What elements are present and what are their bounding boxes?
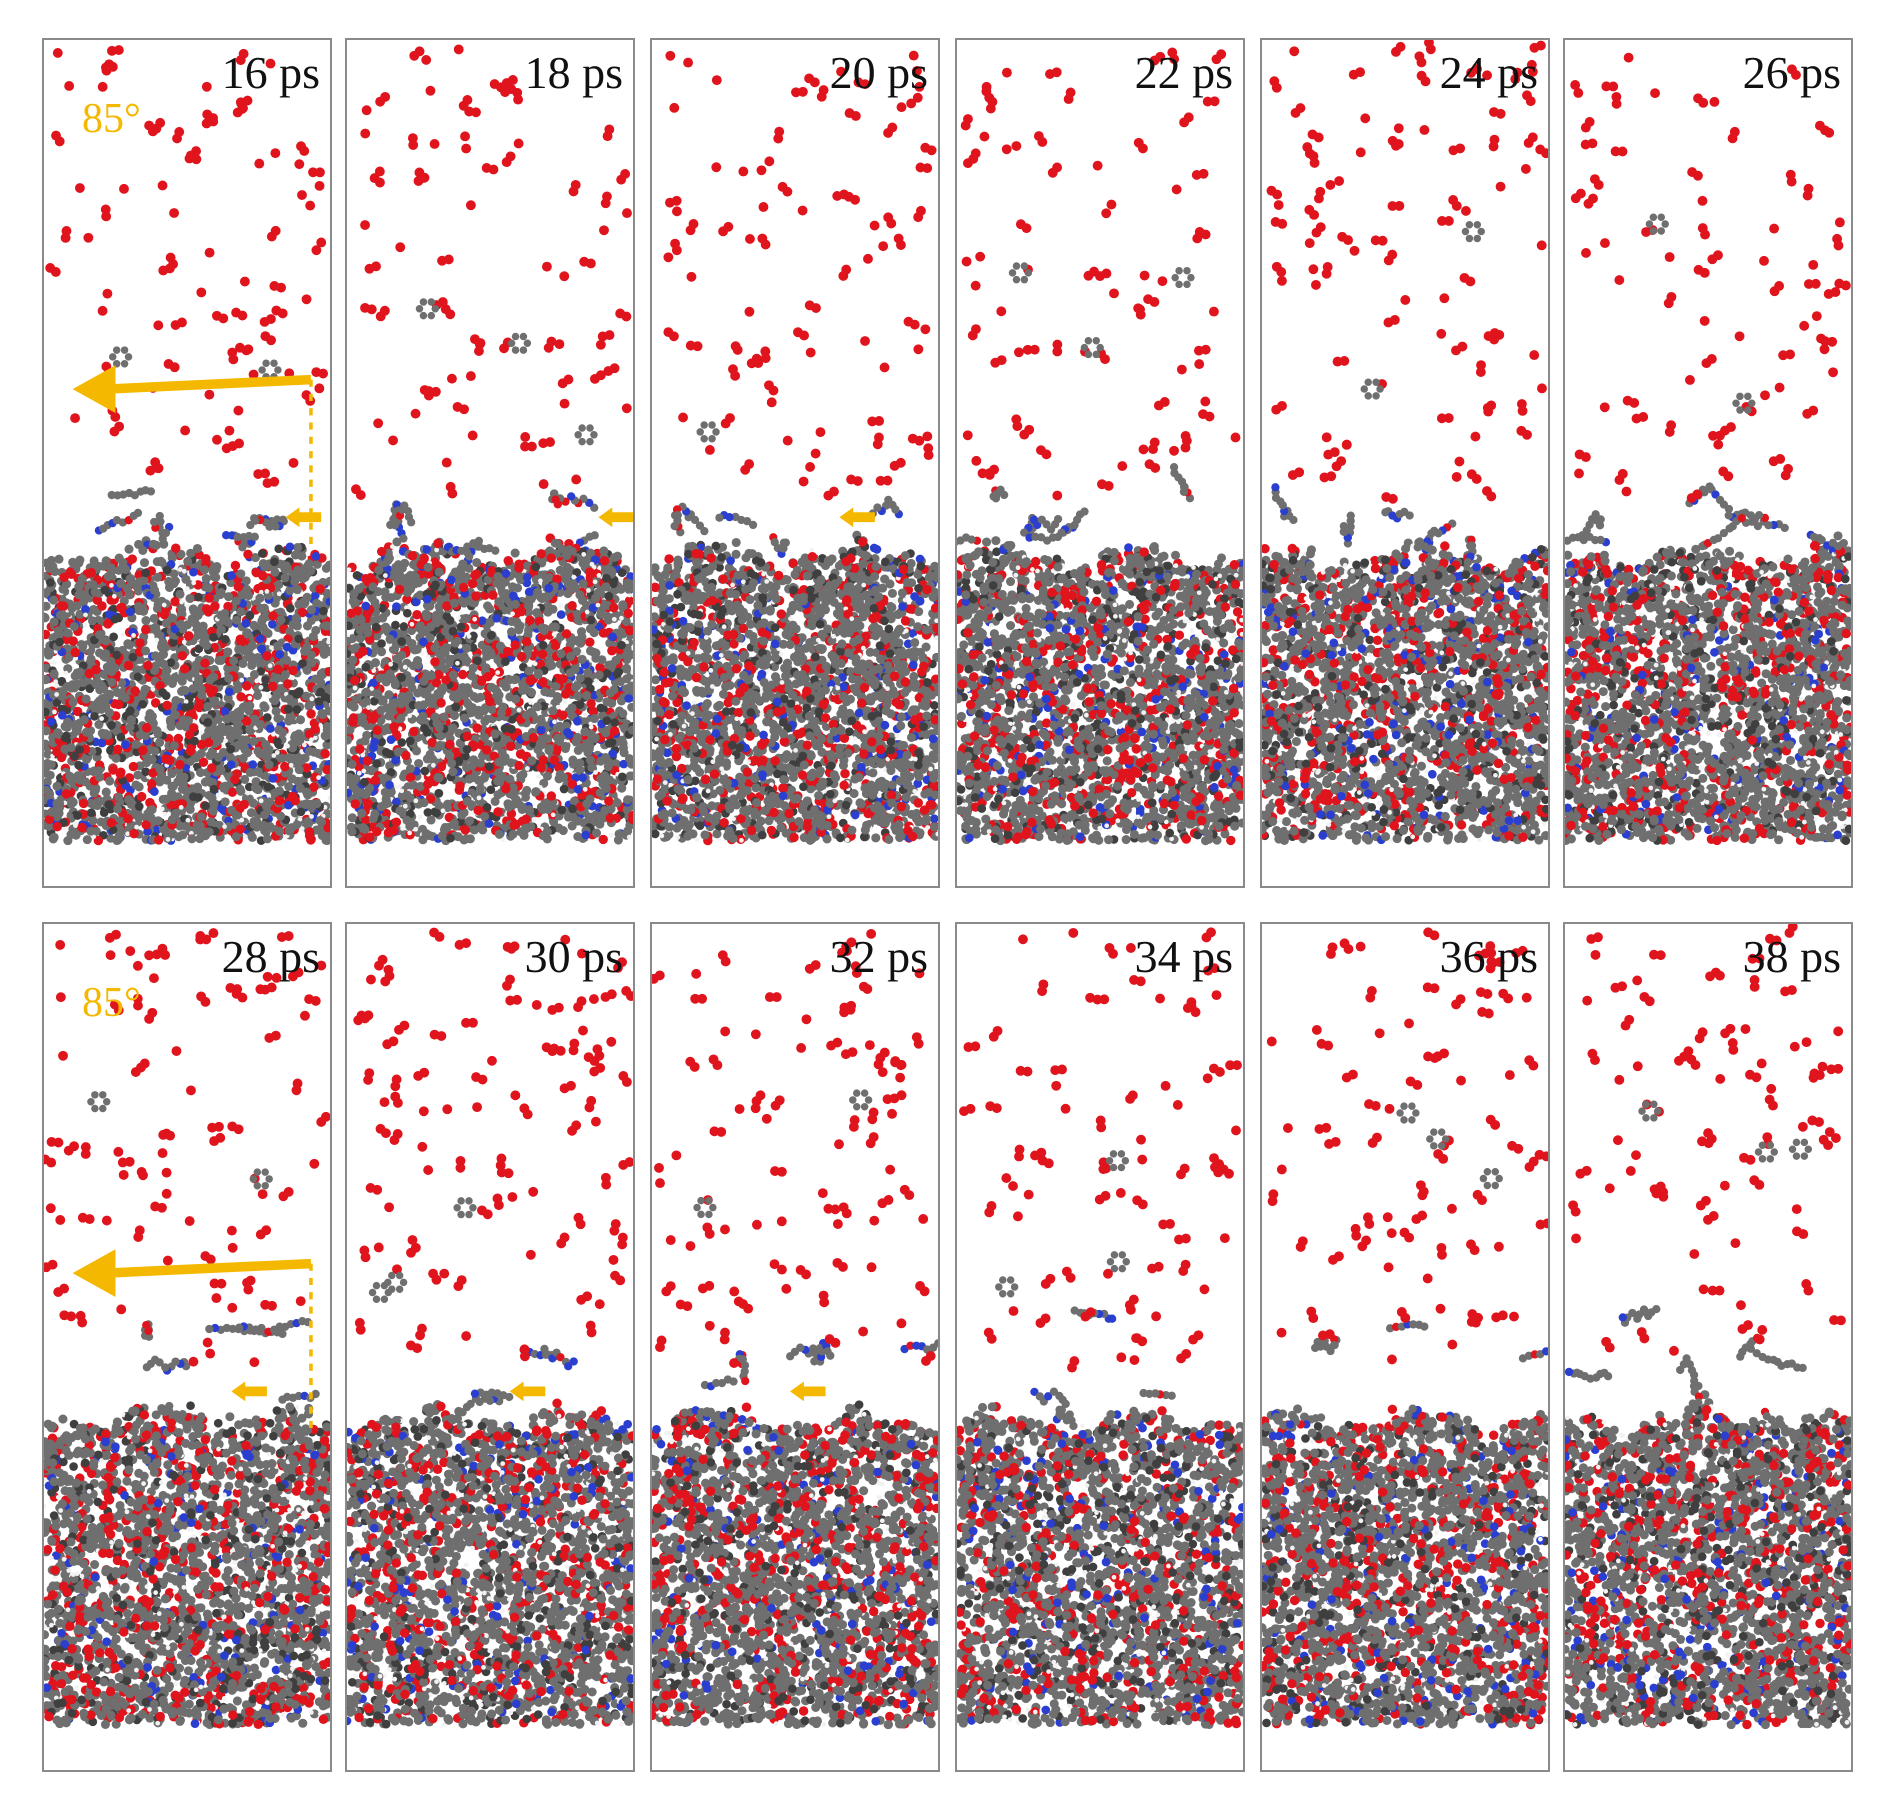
time-label: 32 ps (830, 934, 928, 980)
condensed-phase-slab (652, 1400, 938, 1730)
gas-phase-oxygen (1568, 924, 1846, 1356)
molecular-snapshot (1565, 52, 1851, 846)
condensed-phase-slab (1262, 1404, 1548, 1730)
condensed-phase-slab (1565, 531, 1851, 846)
snapshot-panel: 20 ps (650, 38, 940, 888)
time-label: 24 ps (1440, 50, 1538, 96)
time-label: 20 ps (830, 50, 928, 96)
incidence-angle-label: 85° (82, 98, 141, 140)
incidence-angle-arrow-icon (72, 365, 313, 552)
surface-molecules (140, 1317, 320, 1433)
time-label: 36 ps (1440, 934, 1538, 980)
surface-molecules (94, 486, 288, 552)
gas-phase-oxygen (1266, 40, 1548, 504)
surface-molecules (1271, 483, 1477, 567)
surface-molecules (386, 489, 599, 561)
molecular-snapshot (347, 927, 633, 1729)
molecular-snapshot (44, 928, 330, 1730)
incidence-angle-arrow-icon (72, 1249, 313, 1436)
gas-phase-oxygen (652, 928, 936, 1369)
molecular-snapshot (957, 47, 1243, 846)
surface-molecules (1565, 482, 1848, 551)
gas-phase-oxygen (353, 927, 633, 1362)
snapshot-panel: 32 ps (650, 922, 940, 1772)
gas-phase-oxygen (1266, 927, 1548, 1365)
ejection-arrow-icon (598, 507, 633, 528)
time-label: 22 ps (1135, 50, 1233, 96)
surface-molecules (1565, 1304, 1807, 1441)
gas-phase-oxygen (663, 50, 937, 501)
ejection-arrow-icon (839, 507, 875, 528)
molecular-snapshot (1262, 40, 1548, 845)
surface-molecules (670, 495, 903, 558)
condensed-phase-slab (957, 536, 1243, 846)
surface-molecules (458, 1344, 578, 1417)
time-label: 30 ps (525, 934, 623, 980)
snapshot-panel: 85° 16 ps (42, 38, 332, 888)
molecular-snapshot (1262, 927, 1548, 1730)
snapshot-panel: 18 ps (345, 38, 635, 888)
condensed-phase-slab (347, 533, 633, 846)
snapshot-panel: 24 ps (1260, 38, 1550, 888)
surface-molecules (957, 463, 1195, 546)
snapshot-panel: 38 ps (1563, 922, 1853, 1772)
snapshot-panel: 26 ps (1563, 38, 1853, 888)
surface-molecules (680, 1339, 938, 1430)
molecular-snapshot (652, 928, 938, 1730)
ejection-arrow-icon (790, 1381, 826, 1402)
condensed-phase-slab (957, 1402, 1243, 1730)
snapshot-panel: 34 ps (955, 922, 1245, 1772)
gas-phase-oxygen (351, 44, 632, 500)
time-label: 16 ps (222, 50, 320, 96)
condensed-phase-slab (44, 536, 330, 846)
snapshot-panel: 30 ps (345, 922, 635, 1772)
molecular-snapshot (347, 44, 633, 846)
time-label: 28 ps (222, 934, 320, 980)
time-label: 34 ps (1135, 934, 1233, 980)
snapshot-panel: 85° 28 ps (42, 922, 332, 1772)
condensed-phase-slab (347, 1398, 633, 1729)
ejection-arrow-icon (509, 1381, 546, 1402)
condensed-phase-slab (1565, 1390, 1851, 1730)
gas-phase-oxygen (1570, 52, 1851, 503)
gas-phase-oxygen (959, 927, 1242, 1373)
gas-phase-oxygen (44, 928, 330, 1368)
time-label: 38 ps (1743, 934, 1841, 980)
gas-phase-oxygen (960, 47, 1241, 501)
time-label: 18 ps (525, 50, 623, 96)
molecular-snapshot (1565, 924, 1851, 1730)
condensed-phase-slab (1262, 538, 1548, 845)
molecular-snapshot (44, 45, 330, 846)
snapshot-panel: 36 ps (1260, 922, 1550, 1772)
incidence-angle-label: 85° (82, 982, 141, 1024)
molecular-snapshot (957, 927, 1243, 1730)
snapshot-panel: 22 ps (955, 38, 1245, 888)
time-label: 26 ps (1743, 50, 1841, 96)
molecular-snapshot (652, 50, 938, 846)
condensed-phase-slab (652, 530, 938, 846)
gas-phase-oxygen (45, 45, 329, 489)
